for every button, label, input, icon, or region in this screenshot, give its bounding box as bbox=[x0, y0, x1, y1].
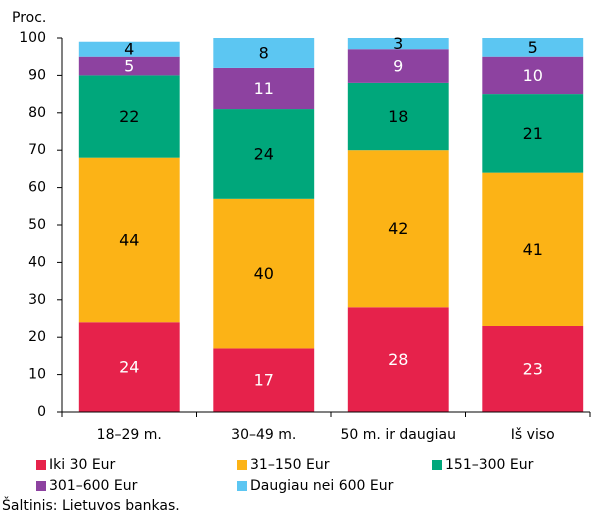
data-label: 10 bbox=[523, 66, 543, 85]
data-label: 5 bbox=[124, 57, 134, 76]
y-tick-label: 80 bbox=[28, 105, 46, 121]
y-tick-label: 100 bbox=[19, 30, 46, 46]
data-label: 41 bbox=[523, 240, 543, 259]
data-label: 24 bbox=[254, 144, 274, 163]
y-tick-label: 40 bbox=[28, 254, 46, 270]
data-label: 24 bbox=[119, 358, 139, 377]
legend-swatch bbox=[237, 481, 247, 491]
data-label: 21 bbox=[523, 124, 543, 143]
y-tick-label: 10 bbox=[28, 367, 46, 383]
source: Šaltinis: Lietuvos bankas. bbox=[2, 496, 180, 513]
bar-segment bbox=[78, 322, 180, 412]
bar-segment bbox=[213, 348, 315, 412]
x-tick-label: 18–29 m. bbox=[97, 427, 162, 443]
bar-segment bbox=[78, 56, 180, 76]
bar-segment bbox=[213, 198, 315, 349]
bar-segment bbox=[78, 157, 180, 323]
x-tick-label: Iš viso bbox=[511, 427, 555, 443]
bar-segment bbox=[78, 41, 180, 57]
bar-segment bbox=[482, 325, 584, 412]
data-label: 4 bbox=[124, 40, 134, 59]
data-label: 17 bbox=[254, 371, 274, 390]
data-label: 22 bbox=[119, 107, 139, 126]
data-label: 44 bbox=[119, 230, 139, 249]
bar-segment bbox=[213, 109, 315, 199]
data-label: 8 bbox=[259, 43, 269, 62]
data-label: 28 bbox=[388, 350, 408, 369]
y-tick-label: 30 bbox=[28, 292, 46, 308]
data-label: 40 bbox=[254, 264, 274, 283]
x-tick-label: 30–49 m. bbox=[231, 427, 296, 443]
y-tick-label: 50 bbox=[28, 217, 46, 233]
bar-segment bbox=[347, 150, 449, 308]
bar-segment bbox=[482, 94, 584, 173]
bar-segment bbox=[482, 56, 584, 95]
legend-label: Iki 30 Eur bbox=[49, 457, 116, 473]
x-tick-label: 50 m. ir daugiau bbox=[341, 427, 456, 443]
bar-segment bbox=[347, 38, 449, 50]
data-label: 3 bbox=[393, 34, 403, 53]
data-label: 18 bbox=[388, 107, 408, 126]
y-tick-label: 0 bbox=[37, 404, 46, 420]
data-label: 11 bbox=[254, 79, 274, 98]
y-tick-label: 60 bbox=[28, 180, 46, 196]
legend-label: 301–600 Eur bbox=[49, 478, 138, 494]
bar-segment bbox=[347, 307, 449, 412]
legend-label: 151–300 Eur bbox=[445, 457, 534, 473]
bar-segment bbox=[482, 172, 584, 326]
bar-segment bbox=[482, 38, 584, 57]
data-label: 9 bbox=[393, 57, 403, 76]
y-tick-label: 70 bbox=[28, 142, 46, 158]
bar-segment bbox=[347, 49, 449, 83]
legend-label: 31–150 Eur bbox=[250, 457, 330, 473]
y-tick-label: 90 bbox=[28, 67, 46, 83]
data-label: 5 bbox=[528, 38, 538, 57]
bar-segment bbox=[78, 75, 180, 158]
data-label: 42 bbox=[388, 219, 408, 238]
data-label: 23 bbox=[523, 359, 543, 378]
bar-segment bbox=[213, 67, 315, 110]
legend-swatch bbox=[36, 481, 46, 491]
legend-swatch bbox=[432, 460, 442, 470]
legend-swatch bbox=[237, 460, 247, 470]
bar-segment bbox=[347, 82, 449, 151]
legend-swatch bbox=[36, 460, 46, 470]
legend-label: Daugiau nei 600 Eur bbox=[250, 478, 394, 494]
y-axis-label: Proc. bbox=[12, 10, 46, 26]
y-tick-label: 20 bbox=[28, 329, 46, 345]
bar-segment bbox=[213, 38, 315, 68]
